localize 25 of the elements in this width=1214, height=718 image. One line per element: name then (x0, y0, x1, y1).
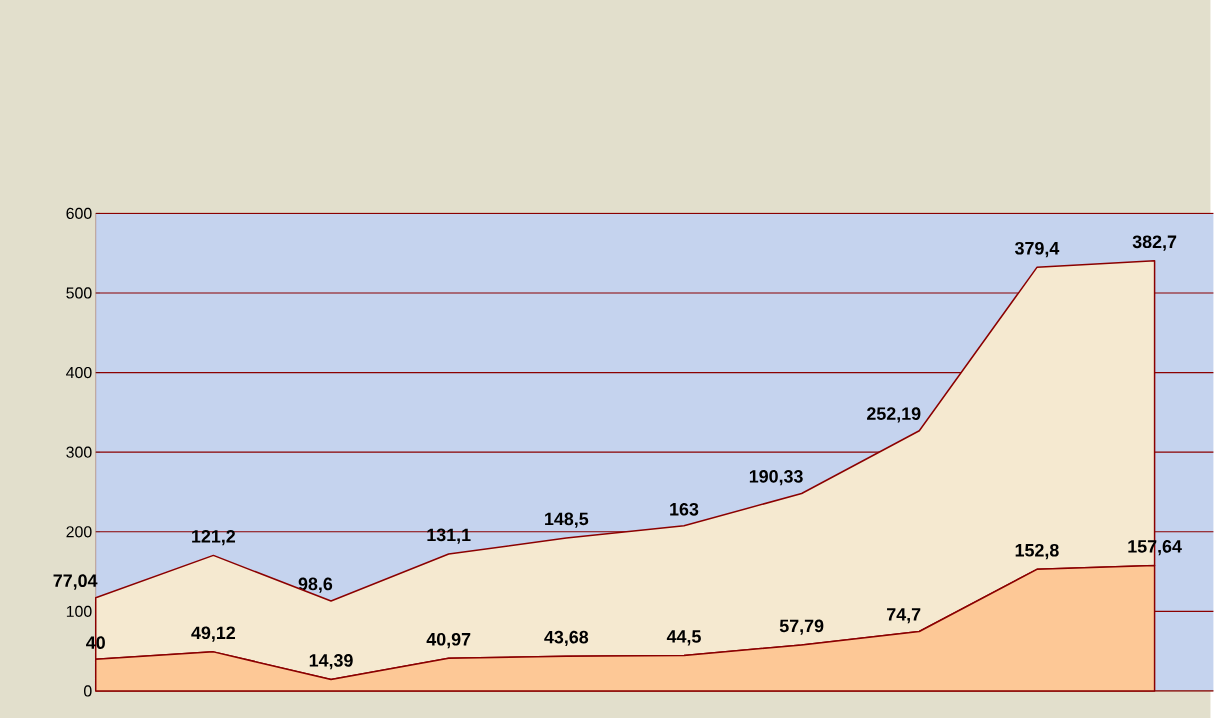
data-label: 49,12 (191, 626, 236, 642)
data-label: 44,5 (666, 630, 701, 646)
data-label: 190,33 (749, 470, 803, 486)
y-tick-label: 400 (66, 367, 92, 379)
data-label: 57,79 (779, 619, 824, 635)
data-label: 77,04 (53, 574, 98, 590)
data-label: 40,97 (426, 632, 471, 649)
data-label: 163 (670, 502, 699, 516)
data-label: 382,7 (1132, 235, 1177, 251)
data-label: 152,8 (1015, 543, 1059, 560)
data-label: 14,39 (309, 654, 353, 670)
data-label: 148,5 (545, 512, 589, 528)
data-label: 379,4 (1014, 241, 1060, 258)
data-label: 74,7 (887, 608, 921, 624)
data-label: 131,1 (427, 528, 471, 544)
y-tick-label: 600 (66, 207, 92, 220)
data-label: 43,68 (544, 630, 589, 647)
data-label: 98,6 (298, 577, 333, 593)
data-label: 121,2 (192, 530, 236, 546)
data-label: 252,19 (867, 407, 921, 423)
y-tick-label: 300 (66, 446, 92, 458)
y-tick-label: 200 (66, 526, 92, 538)
y-tick-label: 0 (84, 685, 92, 697)
y-tick-label: 500 (66, 287, 92, 299)
y-tick-label: 100 (66, 605, 92, 618)
